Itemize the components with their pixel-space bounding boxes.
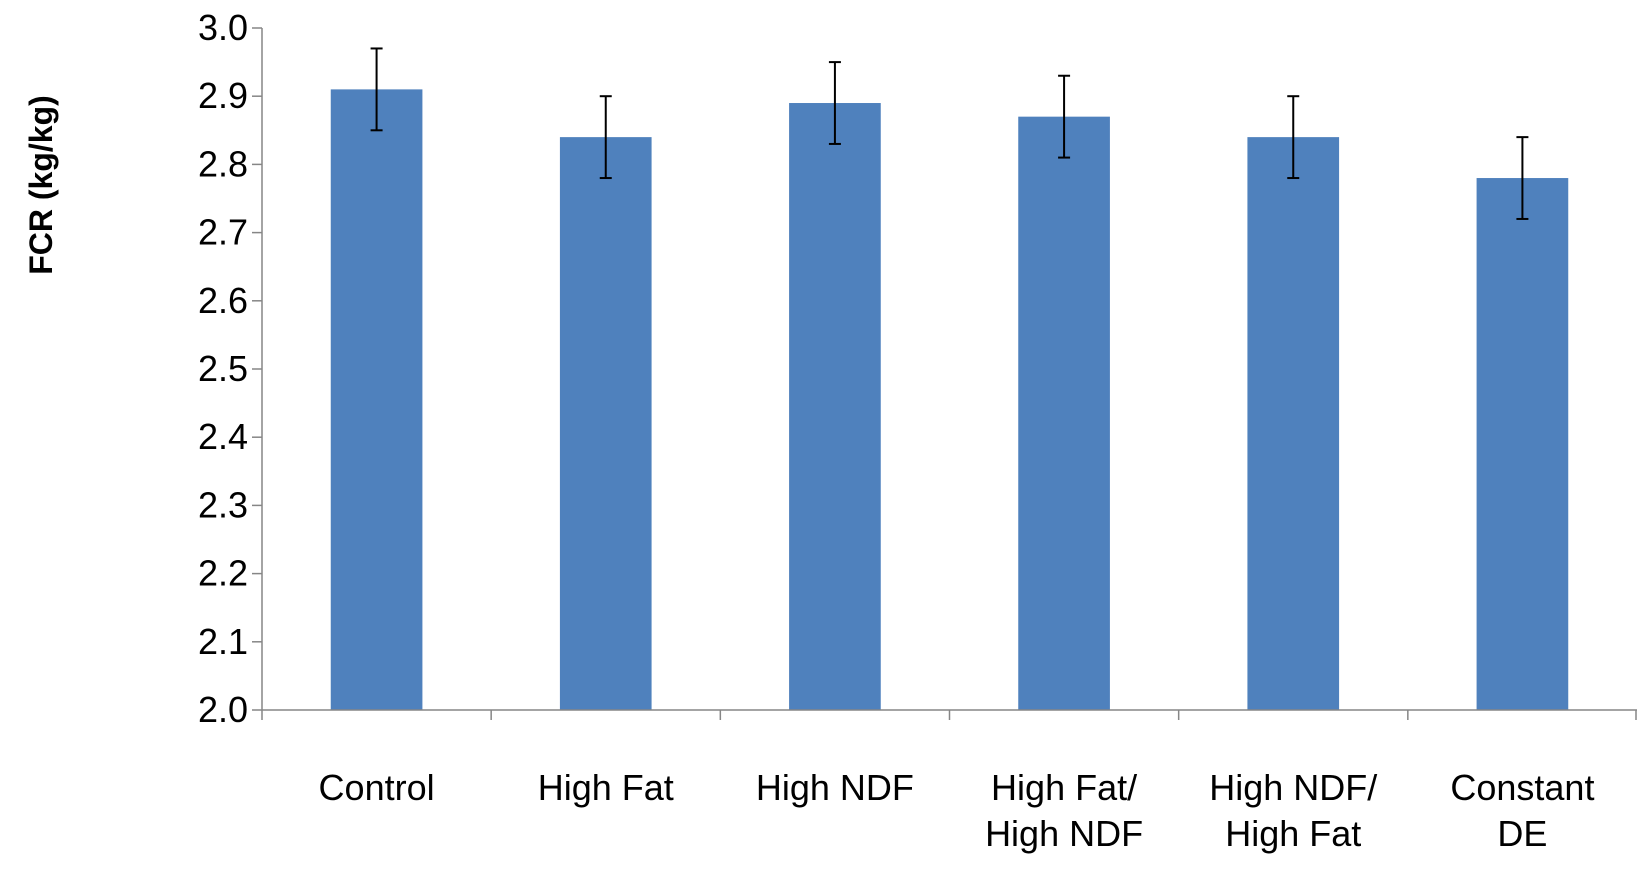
error-bar	[599, 95, 612, 180]
bar	[1247, 137, 1340, 710]
error-bar	[828, 61, 841, 145]
error-bar	[370, 47, 383, 132]
y-tick-label: 2.2	[198, 553, 248, 594]
y-tick-label: 2.4	[198, 416, 248, 457]
x-category-label: High Fat	[538, 767, 674, 808]
x-category-label: High Fat/High NDF	[985, 767, 1143, 854]
y-tick-label: 2.3	[198, 484, 248, 525]
x-category-label: Constant DE	[1450, 767, 1594, 854]
y-tick-label: 2.6	[198, 280, 248, 321]
y-tick-label: 2.9	[198, 75, 248, 116]
y-tick-label: 3.0	[198, 7, 248, 48]
y-tick-label: 2.7	[198, 212, 248, 253]
bar	[1018, 116, 1110, 710]
bar	[1476, 178, 1569, 711]
x-category-label: High NDF/High Fat	[1209, 767, 1377, 854]
x-category-label: High NDF	[756, 767, 914, 808]
error-bar	[1287, 95, 1300, 180]
y-tick-label: 2.8	[198, 143, 248, 184]
x-category-label: Control	[319, 767, 435, 808]
error-bar	[1516, 136, 1529, 220]
y-tick-label: 2.0	[198, 689, 248, 730]
y-tick-label: 2.5	[198, 348, 248, 389]
bar	[330, 89, 423, 710]
bar	[559, 137, 652, 710]
bar	[789, 103, 881, 710]
y-tick-label: 2.1	[198, 621, 248, 662]
error-bar	[1058, 74, 1071, 159]
y-axis-title: FCR (kg/kg)	[23, 95, 59, 275]
